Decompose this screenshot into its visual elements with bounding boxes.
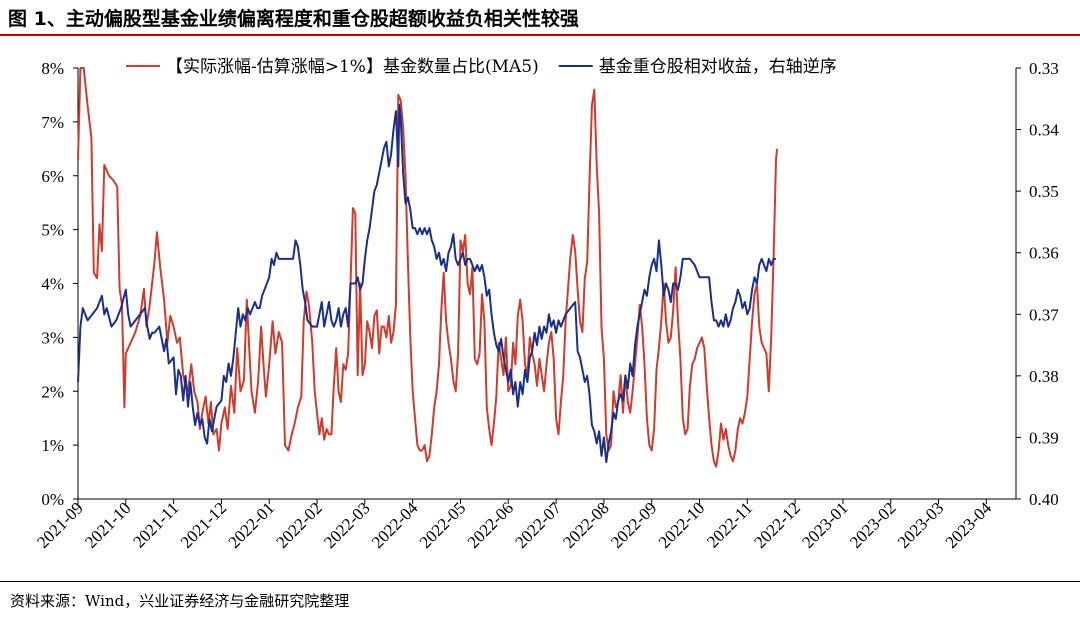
y-right-tick-label: 0.34 bbox=[1029, 121, 1059, 140]
chart-legend: 【实际涨幅-估算涨幅>1%】基金数量占比(MA5) 基金重仓股相对收益，右轴逆序 bbox=[126, 57, 837, 77]
x-tick-label: 2021-10 bbox=[81, 498, 135, 552]
x-tick-label: 2022-04 bbox=[368, 498, 422, 552]
y-right-tick-label: 0.38 bbox=[1029, 367, 1059, 386]
series-line-blue bbox=[77, 103, 776, 464]
y-left-tick-label: 4% bbox=[41, 275, 64, 294]
x-tick-label: 2022-12 bbox=[750, 498, 804, 552]
y-left-tick-label: 7% bbox=[41, 113, 64, 132]
x-tick-label: 2022-08 bbox=[559, 498, 613, 552]
y-right-tick-label: 0.33 bbox=[1029, 59, 1059, 78]
x-tick-label: 2023-01 bbox=[798, 498, 852, 552]
x-tick-label: 2022-02 bbox=[272, 498, 326, 552]
x-tick-label: 2023-03 bbox=[894, 498, 948, 552]
y-left-tick-label: 6% bbox=[41, 167, 64, 186]
y-left-tick-label: 3% bbox=[41, 328, 64, 347]
chart-axes: 0% 1% 2% 3% 4% 5% 6% 7% 8% 0.33 0.34 0.35 0.36 0.37 0.… bbox=[33, 59, 1059, 552]
legend-label-blue: 基金重仓股相对收益，右轴逆序 bbox=[599, 57, 837, 77]
y-left-tick-label: 5% bbox=[41, 221, 64, 240]
series-layer bbox=[77, 67, 778, 468]
x-tick-label: 2022-05 bbox=[416, 498, 470, 552]
x-tick-label: 2022-09 bbox=[607, 498, 661, 552]
legend-label-red: 【实际涨幅-估算涨幅>1%】基金数量占比(MA5) bbox=[166, 57, 539, 77]
y-left-tick-label: 2% bbox=[41, 382, 64, 401]
y-right-tick-label: 0.35 bbox=[1029, 182, 1059, 201]
x-tick-label: 2022-07 bbox=[511, 498, 565, 552]
x-tick-label: 2021-12 bbox=[177, 498, 231, 552]
y-right-tick-label: 0.37 bbox=[1029, 305, 1059, 324]
y-right-tick-label: 0.36 bbox=[1029, 244, 1059, 263]
x-tick-label: 2023-02 bbox=[846, 498, 900, 552]
x-tick-label: 2022-06 bbox=[464, 498, 518, 552]
x-tick-label: 2022-10 bbox=[655, 498, 709, 552]
line-chart: 0% 1% 2% 3% 4% 5% 6% 7% 8% 0.33 0.34 0.35 0.36 0.37 0.… bbox=[33, 57, 1059, 552]
title-rule bbox=[0, 34, 1080, 36]
x-tick-label: 2021-11 bbox=[129, 498, 182, 551]
y-right-tick-label: 0.40 bbox=[1029, 490, 1059, 509]
x-tick-label: 2022-11 bbox=[703, 498, 756, 551]
series-line-red bbox=[77, 67, 778, 468]
x-tick-label: 2022-03 bbox=[320, 498, 374, 552]
y-left-tick-label: 1% bbox=[41, 436, 64, 455]
bottom-rule bbox=[0, 581, 1080, 582]
y-left-tick-label: 0% bbox=[41, 490, 64, 509]
source-note: 资料来源：Wind，兴业证券经济与金融研究院整理 bbox=[10, 592, 350, 610]
x-tick-label: 2022-01 bbox=[225, 498, 279, 552]
y-left-tick-label: 8% bbox=[41, 59, 64, 78]
x-tick-label: 2023-04 bbox=[942, 498, 996, 552]
figure-title: 图 1、主动偏股型基金业绩偏离程度和重仓股超额收益负相关性较强 bbox=[8, 8, 579, 30]
y-right-tick-label: 0.39 bbox=[1029, 428, 1059, 447]
